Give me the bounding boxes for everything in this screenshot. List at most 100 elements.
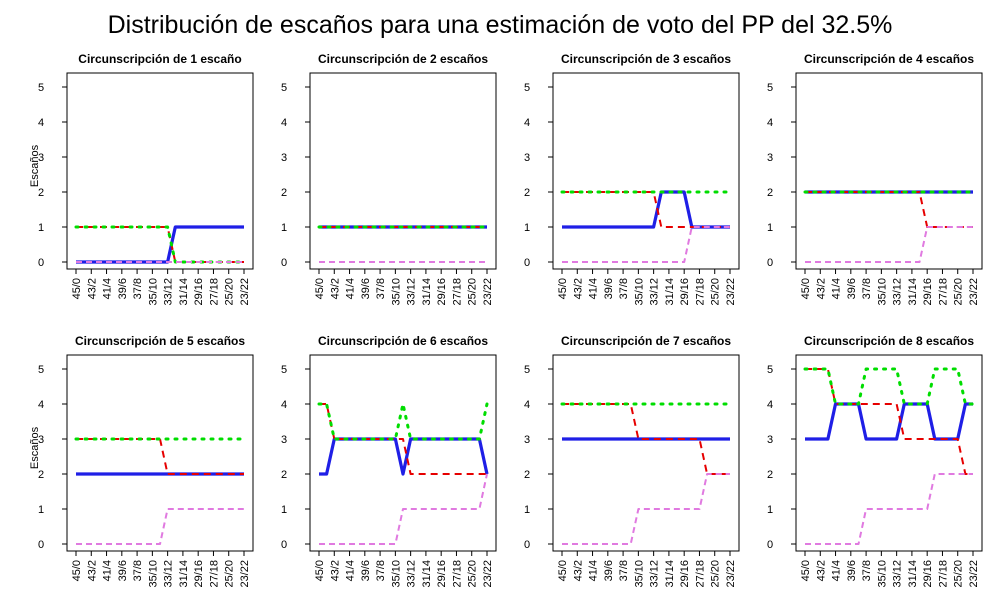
x-tick-label: 41/4 — [588, 560, 600, 581]
x-tick-label: 43/2 — [815, 560, 827, 581]
x-tick-label: 23/22 — [482, 560, 494, 588]
x-tick-label: 29/16 — [679, 278, 691, 306]
x-tick-label: 27/18 — [451, 278, 463, 306]
x-tick-label: 35/10 — [390, 560, 402, 588]
x-tick-label: 29/16 — [193, 560, 205, 588]
y-tick-label: 4 — [38, 399, 44, 411]
x-tick-label: 37/8 — [861, 560, 873, 581]
x-tick-label: 23/22 — [482, 278, 494, 306]
x-tick-label: 25/20 — [710, 560, 722, 588]
y-tick-label: 4 — [281, 117, 287, 129]
x-tick-label: 25/20 — [953, 278, 965, 306]
x-tick-label: 37/8 — [861, 278, 873, 299]
y-tick-label: 3 — [767, 434, 773, 446]
panel-frame — [795, 354, 983, 552]
series-line-violet — [805, 473, 973, 545]
y-tick-label: 3 — [767, 152, 773, 164]
y-tick-label: 2 — [767, 469, 773, 481]
series-line-red — [562, 191, 730, 228]
series-line-green — [317, 402, 489, 441]
x-tick-label: 27/18 — [451, 560, 463, 588]
y-tick-label: 4 — [38, 117, 44, 129]
y-tick-label: 3 — [281, 434, 287, 446]
y-axis-label: Escaños — [29, 426, 41, 469]
x-tick-label: 33/12 — [649, 278, 661, 306]
y-tick-label: 5 — [38, 364, 44, 376]
y-tick-label: 2 — [524, 469, 530, 481]
x-tick-label: 25/20 — [710, 278, 722, 306]
x-tick-label: 37/8 — [618, 560, 630, 581]
x-tick-label: 45/0 — [557, 560, 569, 581]
y-tick-label: 4 — [767, 117, 773, 129]
panel-title: Circunscripción de 2 escaños — [318, 52, 488, 66]
y-tick-label: 4 — [524, 399, 530, 411]
x-tick-label: 31/14 — [907, 560, 919, 588]
x-tick-label: 33/12 — [406, 560, 418, 588]
x-tick-label: 29/16 — [922, 278, 934, 306]
x-tick-label: 35/10 — [147, 560, 159, 588]
x-tick-label: 25/20 — [953, 560, 965, 588]
panel-title: Circunscripción de 3 escaños — [561, 52, 731, 66]
x-tick-label: 29/16 — [436, 278, 448, 306]
panel-title: Circunscripción de 7 escaños — [561, 334, 731, 348]
x-tick-label: 27/18 — [208, 278, 220, 306]
panel-6: Circunscripción de 6 escaños 0 1 2 3 4 5 45/0 43… — [281, 334, 497, 588]
x-tick-label: 23/22 — [239, 560, 251, 588]
x-tick-label: 43/2 — [86, 278, 98, 299]
y-tick-label: 2 — [281, 187, 287, 199]
panel-frame — [552, 72, 740, 270]
x-tick-label: 33/12 — [163, 278, 175, 306]
x-tick-label: 39/6 — [603, 278, 615, 299]
x-tick-label: 23/22 — [239, 278, 251, 306]
x-tick-label: 35/10 — [876, 278, 888, 306]
y-tick-label: 5 — [767, 364, 773, 376]
x-tick-label: 41/4 — [831, 560, 843, 581]
x-tick-label: 45/0 — [314, 278, 326, 299]
x-tick-label: 25/20 — [224, 560, 236, 588]
x-tick-label: 43/2 — [329, 278, 341, 299]
x-tick-label: 45/0 — [800, 278, 812, 299]
x-tick-label: 43/2 — [572, 560, 584, 581]
series-line-blue — [319, 437, 489, 476]
panel-5: Circunscripción de 5 escaños 0 1 2 3 4 5 45/0 43… — [29, 334, 254, 588]
y-tick-label: 1 — [524, 504, 530, 516]
x-tick-label: 41/4 — [102, 560, 114, 581]
y-tick-label: 1 — [767, 222, 773, 234]
y-tick-label: 3 — [281, 152, 287, 164]
panel-title: Circunscripción de 5 escaños — [75, 334, 245, 348]
x-tick-label: 41/4 — [345, 560, 357, 581]
x-tick-label: 39/6 — [117, 278, 129, 299]
x-tick-label: 35/10 — [390, 278, 402, 306]
x-tick-label: 31/14 — [664, 278, 676, 306]
x-tick-label: 37/8 — [375, 278, 387, 299]
x-tick-label: 37/8 — [618, 278, 630, 299]
panel-1: Circunscripción de 1 escaño 0 1 2 3 4 5 45/0 43/… — [29, 52, 254, 306]
y-tick-label: 1 — [767, 504, 773, 516]
y-tick-label: 0 — [38, 539, 44, 551]
panel-4: Circunscripción de 4 escaños 0 1 2 3 4 5 45/0 43… — [767, 52, 983, 306]
series-line-green — [803, 367, 975, 406]
x-tick-label: 23/22 — [725, 560, 737, 588]
y-tick-label: 3 — [38, 434, 44, 446]
x-tick-label: 25/20 — [467, 278, 479, 306]
series-line-green — [74, 225, 246, 264]
y-tick-label: 0 — [524, 539, 530, 551]
y-tick-label: 4 — [524, 117, 530, 129]
y-tick-label: 5 — [767, 82, 773, 94]
chart-title: Distribución de escaños para una estimac… — [108, 11, 893, 39]
y-tick-label: 3 — [524, 152, 530, 164]
x-tick-label: 27/18 — [937, 278, 949, 306]
x-tick-label: 31/14 — [178, 278, 190, 306]
x-tick-label: 29/16 — [193, 278, 205, 306]
series-line-red — [76, 438, 244, 475]
series-line-red — [805, 191, 973, 228]
x-tick-label: 31/14 — [178, 560, 190, 588]
x-tick-label: 43/2 — [329, 560, 341, 581]
x-tick-label: 39/6 — [846, 278, 858, 299]
y-tick-label: 1 — [281, 504, 287, 516]
y-tick-label: 5 — [281, 82, 287, 94]
y-axis-label: Escaños — [29, 144, 41, 187]
panel-frame — [552, 354, 740, 552]
x-tick-label: 37/8 — [132, 278, 144, 299]
